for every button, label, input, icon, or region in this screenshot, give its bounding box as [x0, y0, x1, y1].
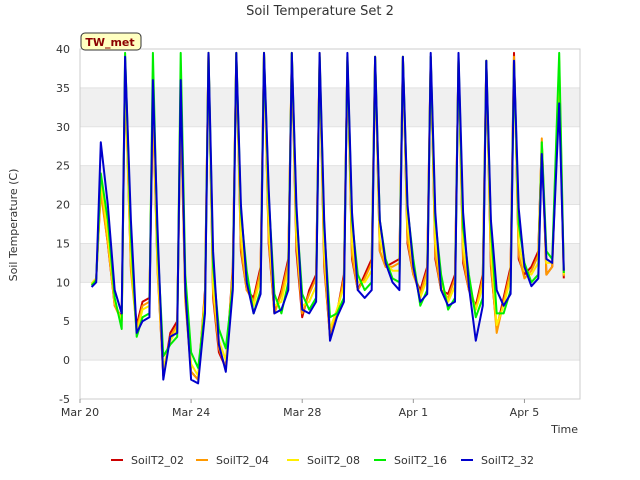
plot-band	[80, 87, 580, 127]
legend-label: SoilT2_04	[216, 454, 269, 467]
y-tick-label: 0	[63, 354, 70, 367]
plot-band	[80, 49, 580, 88]
x-axis-title: Time	[550, 423, 578, 436]
y-tick-label: 30	[56, 121, 70, 134]
legend-label: SoilT2_32	[481, 454, 534, 467]
plot-band	[80, 126, 580, 166]
station-tag: TW_met	[80, 32, 142, 51]
station-tag-box	[80, 32, 142, 51]
x-tick-label: Mar 24	[172, 406, 210, 419]
series-line-soilt2-32	[90, 51, 565, 385]
y-tick-label: 35	[56, 82, 70, 95]
plot-band	[80, 243, 580, 283]
legend-label: SoilT2_02	[131, 454, 184, 467]
chart-title: Soil Temperature Set 2	[246, 4, 394, 19]
plot-frame	[79, 48, 581, 400]
plot-band	[80, 204, 580, 244]
y-tick-label: 25	[56, 160, 70, 173]
y-tick-label: 15	[56, 237, 70, 250]
x-tick-label: Mar 28	[283, 406, 321, 419]
y-axis-title: Soil Temperature (C)	[7, 169, 20, 282]
x-tick-label: Apr 1	[399, 406, 429, 419]
y-tick-label: 10	[56, 276, 70, 289]
x-axis-ticks: Mar 20 Mar 24 Mar 28 Apr 1 Apr 5	[61, 399, 539, 419]
x-tick-label: Mar 20	[61, 406, 99, 419]
y-tick-label: -5	[59, 393, 70, 406]
y-axis-ticks: -5 0 5 10 15 20 25 30 35 40	[56, 43, 70, 406]
y-tick-label: 5	[63, 315, 70, 328]
plot-band	[80, 165, 580, 205]
y-tick-label: 20	[56, 199, 70, 212]
x-tick-label: Apr 5	[510, 406, 540, 419]
series-lines	[90, 51, 565, 385]
legend-label: SoilT2_16	[394, 454, 447, 467]
station-tag-label: TW_met	[85, 36, 134, 49]
y-tick-label: 40	[56, 43, 70, 56]
legend-label: SoilT2_08	[307, 454, 360, 467]
legend: SoilT2_02 SoilT2_04 SoilT2_08 SoilT2_16 Soil…	[111, 454, 534, 467]
plot-band	[80, 360, 580, 399]
